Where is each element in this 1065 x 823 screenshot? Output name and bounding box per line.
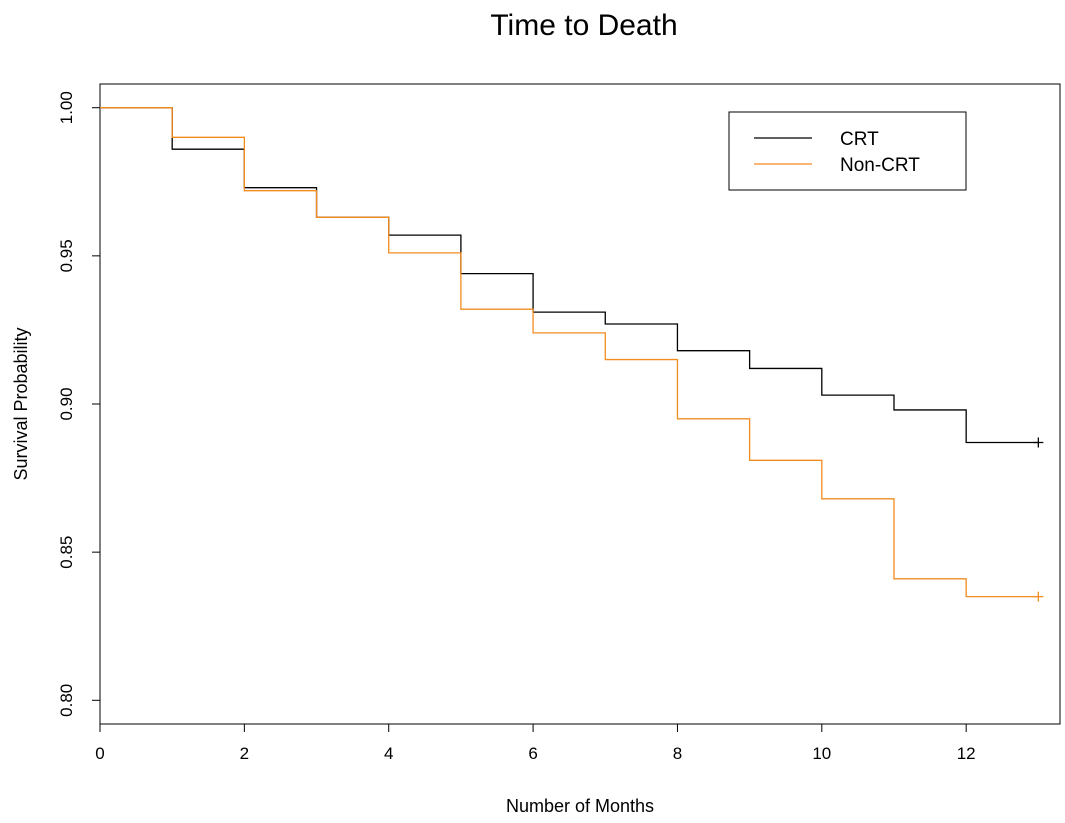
x-tick-label: 4 — [384, 744, 393, 763]
y-tick-label: 0.80 — [57, 684, 76, 717]
x-tick-label: 8 — [673, 744, 682, 763]
x-axis-title: Number of Months — [506, 796, 654, 816]
chart-title: Time to Death — [490, 9, 677, 42]
censor-mark-non-crt — [1033, 591, 1044, 602]
x-tick-label: 0 — [95, 744, 104, 763]
y-tick-label: 0.95 — [57, 239, 76, 272]
y-axis: 0.80 0.85 0.90 0.95 1.00 — [57, 91, 100, 717]
y-tick-label: 0.85 — [57, 536, 76, 569]
x-tick-label: 10 — [812, 744, 831, 763]
series-line-non-crt — [100, 107, 1039, 598]
x-tick-label: 6 — [528, 744, 537, 763]
y-tick-label: 1.00 — [57, 91, 76, 124]
legend-box — [728, 111, 967, 191]
censor-mark-crt — [1033, 437, 1044, 448]
series-layer — [100, 107, 1044, 602]
legend-label-crt: CRT — [840, 129, 879, 150]
legend: CRT Non-CRT — [728, 111, 967, 191]
x-axis: 0 2 4 6 8 10 12 — [95, 724, 976, 763]
y-tick-label: 0.90 — [57, 387, 76, 420]
series-line-crt — [100, 107, 1039, 444]
x-tick-label: 2 — [240, 744, 249, 763]
legend-label-non-crt: Non-CRT — [840, 155, 920, 176]
x-tick-label: 12 — [957, 744, 976, 763]
y-axis-title: Survival Probability — [11, 327, 31, 480]
